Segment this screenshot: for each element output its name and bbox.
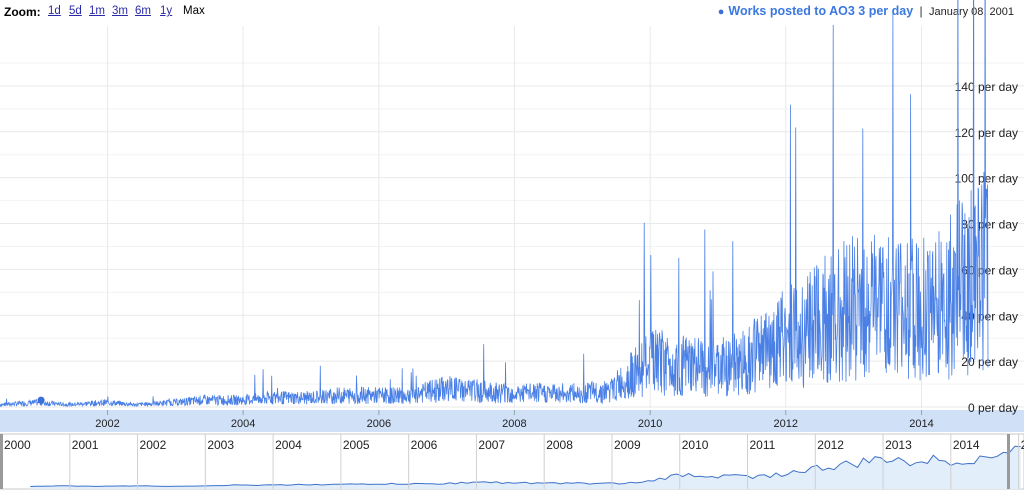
overview-tick-label: 2011 [750, 438, 776, 452]
overview-tick-label: 2007 [478, 438, 505, 452]
zoom-1m-link[interactable]: 1m [89, 5, 105, 17]
zoom-label: Zoom: [4, 5, 41, 19]
overview-tick-label: 2008 [546, 438, 573, 452]
grid [0, 26, 1024, 408]
highlight-point [37, 396, 45, 404]
x-tick-label: 2006 [367, 418, 391, 430]
overview-tick-label: 20 [1021, 438, 1024, 452]
x-axis-ticks: 2002 2004 2006 2008 2010 2012 2014 [95, 410, 934, 430]
x-tick-label: 2004 [231, 418, 255, 430]
overview-tick-label: 2006 [411, 438, 438, 452]
overview-tick-label: 2002 [140, 438, 167, 452]
legend-date: January 08, 2001 [928, 6, 1014, 18]
toolbar: Zoom: 1d 5d 1m 3m 6m 1y Max ● Works poste… [0, 0, 1024, 24]
overview-area [30, 446, 1021, 489]
overview-tick-label: 2003 [207, 438, 234, 452]
y-tick-label: 120 per day [955, 126, 1018, 140]
zoom-3m-link[interactable]: 3m [112, 5, 128, 17]
overview-tick-label: 2012 [817, 438, 844, 452]
zoom-1d-link[interactable]: 1d [48, 5, 61, 17]
legend-series-label: Works posted to AO3 3 per day [728, 4, 914, 18]
overview-tick-label: 2005 [343, 438, 370, 452]
series-line [0, 0, 989, 408]
overview-tick-label: 2010 [682, 438, 709, 452]
y-tick-label: 40 per day [961, 309, 1018, 323]
y-tick-label: 140 per day [955, 80, 1018, 94]
overview-ticks: 2000 2001 2002 2003 2004 2005 2006 2007 2008 2009… [1, 434, 1024, 489]
overview-tick-label: 2013 [885, 438, 912, 452]
x-axis-band [0, 410, 1024, 432]
overview-tick-label: 2009 [614, 438, 641, 452]
overview-navigator[interactable]: 2000 2001 2002 2003 2004 2005 2006 2007 2008 2009… [0, 433, 1024, 490]
y-tick-label: 100 per day [955, 172, 1018, 186]
y-tick-label: 0 per day [968, 401, 1018, 415]
legend-separator: | [919, 4, 923, 18]
x-tick-label: 2008 [502, 418, 526, 430]
x-tick-label: 2002 [95, 418, 119, 430]
legend-dot-icon: ● [717, 6, 725, 18]
zoom-5d-link[interactable]: 5d [69, 5, 82, 17]
overview-left-handle[interactable] [0, 434, 3, 489]
zoom-6m-link[interactable]: 6m [135, 5, 151, 17]
zoom-max-option[interactable]: Max [183, 5, 205, 17]
x-tick-label: 2014 [909, 418, 933, 430]
x-tick-label: 2012 [774, 418, 798, 430]
overview-tick-label: 2001 [72, 438, 99, 452]
zoom-1y-link[interactable]: 1y [160, 5, 173, 17]
overview-line [30, 445, 1021, 487]
x-tick-label: 2010 [638, 418, 662, 430]
legend: ● Works posted to AO3 3 per day | January… [718, 4, 1014, 18]
overview-tick-label: 2004 [275, 438, 302, 452]
overview-tick-label: 2000 [4, 438, 31, 452]
overview-tick-label: 2014 [953, 438, 980, 452]
y-tick-label: 80 per day [961, 218, 1018, 232]
y-tick-label: 20 per day [961, 355, 1018, 369]
overview-right-handle[interactable] [1007, 434, 1010, 489]
